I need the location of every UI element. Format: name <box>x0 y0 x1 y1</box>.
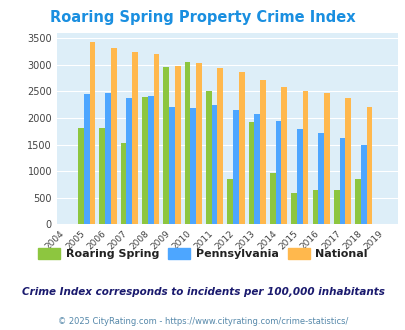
Bar <box>345 98 350 224</box>
Bar <box>126 98 132 224</box>
Bar <box>339 138 345 224</box>
Bar <box>269 173 275 224</box>
Bar <box>227 179 232 224</box>
Bar <box>290 193 296 224</box>
Bar <box>323 93 329 224</box>
Bar <box>333 190 339 224</box>
Bar <box>275 121 281 224</box>
Bar <box>190 109 196 224</box>
Bar <box>260 80 265 224</box>
Bar <box>205 91 211 224</box>
Bar <box>360 145 366 224</box>
Bar <box>99 128 105 224</box>
Text: Roaring Spring Property Crime Index: Roaring Spring Property Crime Index <box>50 10 355 25</box>
Bar <box>78 128 83 224</box>
Bar <box>254 114 260 224</box>
Bar <box>175 67 180 224</box>
Bar <box>120 143 126 224</box>
Bar <box>312 190 318 224</box>
Bar <box>318 133 323 224</box>
Bar <box>105 93 111 224</box>
Text: Crime Index corresponds to incidents per 100,000 inhabitants: Crime Index corresponds to incidents per… <box>21 287 384 297</box>
Bar <box>196 63 201 224</box>
Bar <box>132 51 138 224</box>
Bar <box>302 91 308 224</box>
Bar <box>248 122 254 224</box>
Bar <box>281 87 286 224</box>
Bar <box>153 54 159 224</box>
Bar <box>296 129 302 224</box>
Bar <box>168 108 175 224</box>
Bar <box>366 108 371 224</box>
Text: © 2025 CityRating.com - https://www.cityrating.com/crime-statistics/: © 2025 CityRating.com - https://www.city… <box>58 317 347 326</box>
Bar <box>217 68 223 224</box>
Bar <box>90 42 95 224</box>
Bar <box>232 110 238 224</box>
Bar <box>184 62 190 224</box>
Bar <box>211 105 217 224</box>
Bar <box>83 94 90 224</box>
Legend: Roaring Spring, Pennsylvania, National: Roaring Spring, Pennsylvania, National <box>34 243 371 263</box>
Bar <box>142 97 147 224</box>
Bar <box>354 179 360 224</box>
Bar <box>163 67 168 224</box>
Bar <box>238 72 244 224</box>
Bar <box>111 48 116 224</box>
Bar <box>147 96 153 224</box>
